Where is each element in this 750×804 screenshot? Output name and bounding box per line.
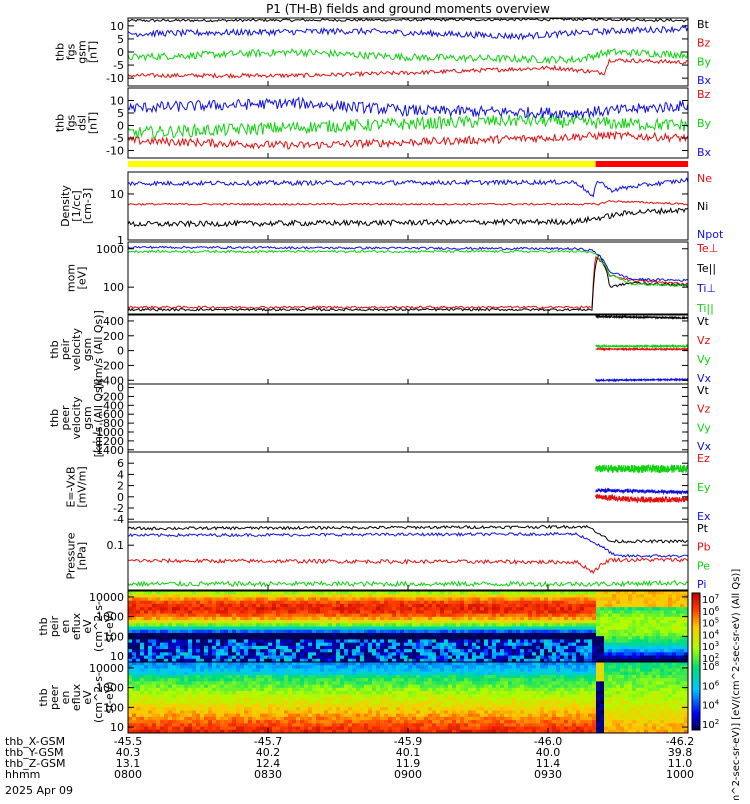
legend-Vy: Vy bbox=[697, 421, 711, 434]
legend-Te⊥: Te⊥ bbox=[696, 242, 718, 255]
y-axis-label: [mV/m] bbox=[76, 466, 89, 507]
legend-Ez: Ez bbox=[697, 452, 710, 465]
legend-Vt: Vt bbox=[697, 384, 710, 397]
legend-Vz: Vz bbox=[697, 334, 711, 347]
x-tick-value: 1000 bbox=[666, 768, 694, 781]
colorbar-label: [eV/(cm^2-sec-sr-eV)] [eV/(cm^2-sec-sr-e… bbox=[731, 569, 742, 800]
y-axis-label: [eV] bbox=[76, 267, 89, 290]
legend-Bz: Bz bbox=[697, 37, 711, 50]
y-axis-label: [nT] bbox=[87, 112, 100, 134]
legend-Vt: Vt bbox=[697, 315, 710, 328]
panel-peir_spec: 10000100010010thbpeirenefluxeV(cm^2-s-sr… bbox=[37, 591, 688, 663]
mode-segment-1 bbox=[596, 161, 688, 167]
y-tick-label: -10 bbox=[106, 72, 124, 85]
y-tick-label: -5 bbox=[113, 59, 124, 72]
spectrogram-peir_spec bbox=[128, 591, 688, 662]
legend-Bx: Bx bbox=[697, 146, 712, 159]
panel-peer_spec: 10000100010010thbpeerenefluxeV(cm^2-s-sr… bbox=[37, 662, 688, 734]
legend-By: By bbox=[697, 117, 712, 130]
y-tick-label: 0 bbox=[117, 120, 124, 133]
y-axis-label: sr-eV) bbox=[103, 610, 116, 642]
y-tick-label: 0 bbox=[117, 345, 124, 358]
series-line-peir_velocity-red bbox=[596, 349, 688, 350]
x-row-label: hhmm bbox=[5, 768, 40, 781]
legend-Pb: Pb bbox=[697, 541, 711, 554]
y-tick-label: 10 bbox=[110, 721, 124, 734]
y-tick-label: -10 bbox=[106, 145, 124, 158]
chart-title: P1 (TH-B) fields and ground moments over… bbox=[266, 2, 550, 16]
y-tick-label: -5 bbox=[113, 132, 124, 145]
legend-Pt: Pt bbox=[697, 522, 709, 535]
legend-Vz: Vz bbox=[697, 403, 711, 416]
legend-Ne: Ne bbox=[697, 172, 712, 185]
y-tick-label: 1000 bbox=[96, 243, 124, 256]
legend-By: By bbox=[697, 55, 712, 68]
y-tick-label: 10 bbox=[110, 20, 124, 33]
x-tick-value: 0830 bbox=[254, 768, 282, 781]
legend-Te||: Te|| bbox=[696, 262, 716, 275]
legend-Vy: Vy bbox=[697, 353, 711, 366]
legend-Bz: Bz bbox=[697, 88, 711, 101]
mode-segment-0 bbox=[128, 161, 596, 167]
y-axis-label: [km/s (All Qs)] bbox=[92, 310, 105, 389]
y-axis-label: [nPa] bbox=[76, 542, 89, 570]
panel-mode_bar bbox=[128, 161, 688, 167]
colorbar-gradient bbox=[692, 593, 700, 730]
y-tick-label: 5 bbox=[117, 107, 124, 120]
date-label: 2025 Apr 09 bbox=[5, 784, 73, 797]
legend-Pi: Pi bbox=[697, 578, 706, 591]
legend-Bx: Bx bbox=[697, 74, 712, 87]
legend-Ni: Ni bbox=[697, 200, 708, 213]
y-axis-label: sr-eV) bbox=[103, 681, 116, 713]
y-axis-label: [cm-3] bbox=[81, 188, 94, 224]
y-tick-label: -4 bbox=[113, 513, 124, 526]
x-tick-value: 0930 bbox=[534, 768, 562, 781]
y-axis-label: [km/s (All Qs)] bbox=[92, 379, 105, 458]
legend-Ti⊥: Ti⊥ bbox=[696, 282, 716, 295]
x-tick-value: 0800 bbox=[114, 768, 142, 781]
y-tick-label: 400 bbox=[103, 315, 124, 328]
legend-Npot: Npot bbox=[697, 228, 724, 241]
y-tick-label: 5 bbox=[117, 33, 124, 46]
y-tick-label: 0.1 bbox=[107, 539, 125, 552]
legend-Bt: Bt bbox=[697, 18, 710, 31]
y-tick-label: 100 bbox=[103, 281, 124, 294]
y-tick-label: 10 bbox=[110, 95, 124, 108]
legend-Pe: Pe bbox=[697, 559, 710, 572]
y-tick-label: 0 bbox=[117, 46, 124, 59]
legend-Ti||: Ti|| bbox=[696, 302, 714, 315]
legend-Ey: Ey bbox=[697, 481, 711, 494]
y-axis-label: [nT] bbox=[87, 41, 100, 63]
series-line-peir_velocity-green bbox=[596, 345, 688, 347]
y-tick-label: 10 bbox=[110, 188, 124, 201]
spectrogram-peer_spec bbox=[128, 662, 688, 733]
x-tick-value: 0900 bbox=[394, 768, 422, 781]
y-tick-label: 200 bbox=[103, 330, 124, 343]
